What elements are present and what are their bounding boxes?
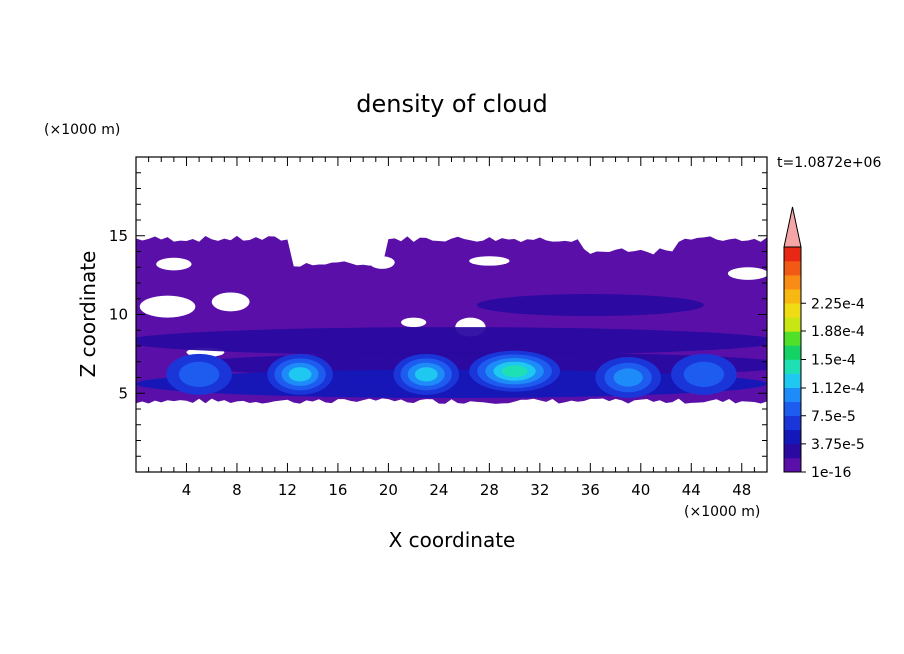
colorbar-label: 1.12e-4 bbox=[811, 381, 865, 397]
y-tick-label: 15 bbox=[109, 227, 128, 245]
colorbar-label: 2.25e-4 bbox=[811, 296, 865, 312]
clear-air-hole bbox=[369, 256, 395, 269]
colorbar-swatch bbox=[784, 359, 801, 374]
colorbar-swatch bbox=[784, 345, 801, 360]
plot-area bbox=[136, 157, 767, 472]
y-axis-ticks: 5 10 15 bbox=[109, 172, 767, 457]
y-axis-label: Z coordinate bbox=[76, 251, 100, 378]
colorbar-swatch bbox=[784, 247, 801, 262]
dense-core bbox=[501, 365, 528, 378]
x-tick-label: 4 bbox=[182, 481, 192, 499]
clear-air-hole bbox=[156, 257, 192, 271]
y-tick-label: 5 bbox=[118, 384, 128, 402]
colorbar: 1e-16 3.75e-5 7.5e-5 1.12e-4 1.5e-4 1.88e-4 2.… bbox=[783, 206, 865, 481]
colorbar-swatch bbox=[784, 373, 801, 388]
clear-air-hole bbox=[211, 292, 250, 312]
x-tick-label: 12 bbox=[278, 481, 297, 499]
clear-air-hole bbox=[469, 256, 510, 266]
dense-core bbox=[683, 361, 725, 387]
colorbar-swatch bbox=[784, 303, 801, 318]
colorbar-swatch bbox=[784, 457, 801, 473]
density-band bbox=[476, 294, 704, 317]
x-tick-label: 36 bbox=[581, 481, 600, 499]
colorbar-swatch bbox=[784, 401, 801, 417]
time-label: t=1.0872e+06 bbox=[777, 155, 881, 171]
x-tick-label: 28 bbox=[480, 481, 499, 499]
y-tick-label: 10 bbox=[109, 306, 128, 324]
colorbar-label: 1.5e-4 bbox=[811, 353, 856, 369]
x-tick-label: 24 bbox=[429, 481, 448, 499]
clear-air-hole bbox=[401, 317, 427, 328]
density-band bbox=[136, 327, 767, 356]
x-tick-label: 32 bbox=[530, 481, 549, 499]
dense-core bbox=[288, 367, 312, 382]
chart-title: density of cloud bbox=[356, 90, 547, 118]
colorbar-swatch bbox=[784, 429, 801, 445]
colorbar-swatch bbox=[784, 261, 801, 276]
dense-cores bbox=[166, 350, 737, 398]
colorbar-label: 3.75e-5 bbox=[811, 437, 865, 453]
clear-air-hole bbox=[139, 295, 196, 318]
x-axis-label: X coordinate bbox=[389, 528, 516, 552]
x-tick-label: 48 bbox=[732, 481, 751, 499]
x-tick-label: 40 bbox=[631, 481, 650, 499]
dense-core bbox=[178, 361, 220, 387]
colorbar-swatch bbox=[784, 275, 801, 290]
clear-air-hole bbox=[727, 267, 767, 280]
x-axis-unit: (×1000 m) bbox=[684, 504, 760, 520]
x-tick-label: 44 bbox=[682, 481, 701, 499]
colorbar-label: 1e-16 bbox=[811, 465, 851, 481]
colorbar-swatch bbox=[784, 331, 801, 346]
colorbar-label: 7.5e-5 bbox=[811, 409, 856, 425]
colorbar-swatch bbox=[784, 443, 801, 459]
x-tick-label: 8 bbox=[232, 481, 242, 499]
dense-core bbox=[613, 368, 643, 387]
dense-core bbox=[414, 367, 438, 382]
colorbar-swatch bbox=[784, 317, 801, 332]
colorbar-swatch bbox=[784, 387, 801, 402]
colorbar-swatch bbox=[784, 415, 801, 431]
colorbar-extend-arrow bbox=[783, 206, 802, 248]
x-axis-ticks: 4 8 12 16 20 24 28 32 36 40 44 48 bbox=[148, 157, 755, 499]
x-tick-label: 16 bbox=[328, 481, 347, 499]
colorbar-swatch bbox=[784, 289, 801, 304]
colorbar-label: 1.88e-4 bbox=[811, 324, 865, 340]
x-tick-label: 20 bbox=[379, 481, 398, 499]
y-axis-unit: (×1000 m) bbox=[44, 122, 120, 138]
